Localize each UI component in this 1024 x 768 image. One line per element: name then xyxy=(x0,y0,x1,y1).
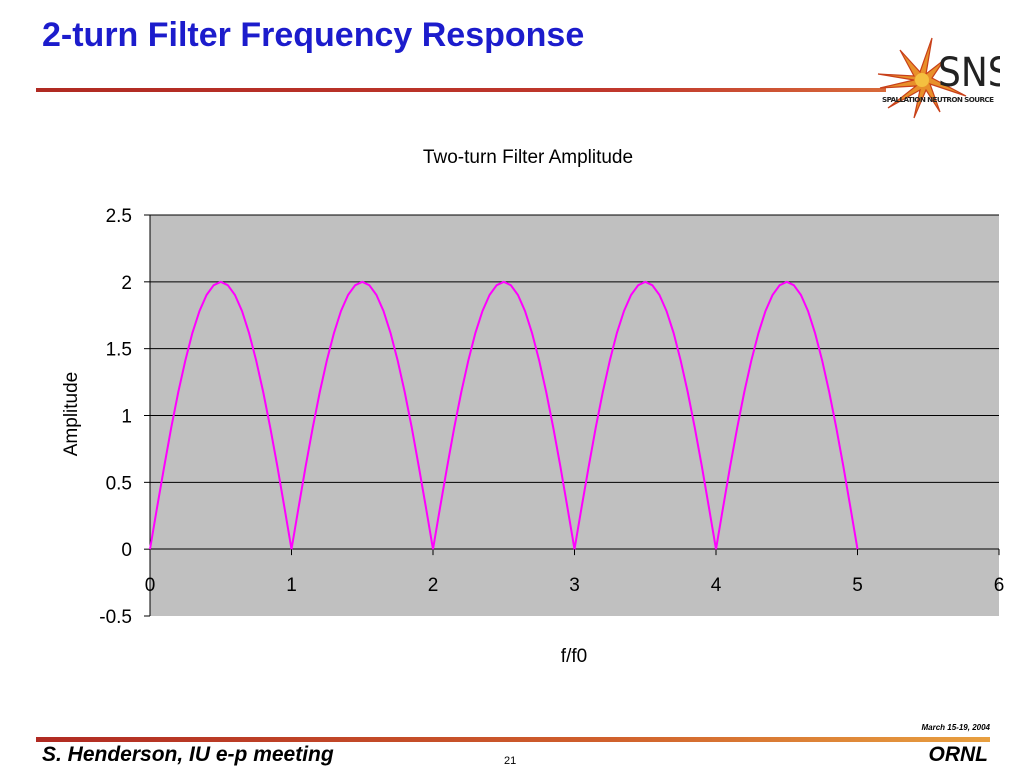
y-axis-ticks: -0.5 0 0.5 1 1.5 2 2.5 xyxy=(99,206,150,628)
x-tick-label: 1 xyxy=(286,575,297,596)
gridlines xyxy=(150,214,999,483)
footer-date: March 15-19, 2004 xyxy=(921,723,991,732)
footer-rule xyxy=(36,737,990,742)
y-axis-label: Amplitude xyxy=(61,372,82,457)
y-tick-label: 2 xyxy=(121,273,132,294)
footer-org: ORNL xyxy=(928,743,989,766)
sns-logo-subtext: SPALLATION NEUTRON SOURCE xyxy=(882,95,994,104)
page-number: 21 xyxy=(504,755,517,767)
series-line xyxy=(149,280,859,550)
x-tick-label: 6 xyxy=(994,575,1005,596)
title-rule xyxy=(36,88,886,92)
y-tick-label: 0.5 xyxy=(106,473,132,494)
x-tick-label: 4 xyxy=(711,575,722,596)
x-tick-label: 2 xyxy=(428,575,439,596)
sns-logo: SNS SPALLATION NEUTRON SOURCE xyxy=(877,37,1000,119)
x-tick-label: 5 xyxy=(852,575,863,596)
chart-title: Two-turn Filter Amplitude xyxy=(423,147,633,168)
x-axis-label: f/f0 xyxy=(561,646,587,667)
sns-logo-burst-icon xyxy=(877,37,967,119)
amplitude-chart: -0.5 0 0.5 1 1.5 2 2.5 0 1 2 3 4 5 6 Two-turn Filter… xyxy=(61,147,1005,667)
slide-title: 2-turn Filter Frequency Response xyxy=(42,16,585,54)
footer-presenter: S. Henderson, IU e-p meeting xyxy=(42,743,334,766)
x-tick-label: 0 xyxy=(145,575,156,596)
y-tick-label: 1 xyxy=(121,407,132,428)
y-tick-label: 2.5 xyxy=(106,206,132,227)
y-tick-label: 0 xyxy=(121,540,132,561)
y-tick-label: -0.5 xyxy=(99,607,132,628)
x-tick-label: 3 xyxy=(569,575,580,596)
x-axis-ticks: 0 1 2 3 4 5 6 xyxy=(145,549,1005,596)
sns-logo-text: SNS xyxy=(938,50,1000,96)
y-tick-label: 1.5 xyxy=(106,340,132,361)
